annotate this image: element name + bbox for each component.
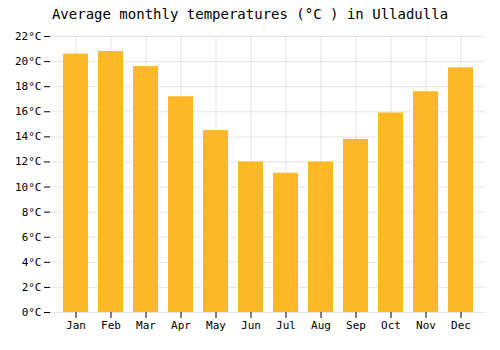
svg-text:Dec: Dec — [451, 319, 471, 332]
svg-text:18°C: 18°C — [15, 80, 42, 93]
svg-text:Jun: Jun — [241, 319, 261, 332]
html-text:Average monthly temperatures (: Average monthly temperatures (°C ) in Ul… — [51, 6, 449, 22]
svg-text:4°C: 4°C — [22, 256, 42, 269]
svg-text:Jul: Jul — [276, 319, 296, 332]
svg-text:Mar: Mar — [136, 319, 156, 332]
svg-text:8°C: 8°C — [22, 206, 42, 219]
svg-text:2°C: 2°C — [22, 281, 42, 294]
svg-text:10°C: 10°C — [15, 181, 42, 194]
svg-text:14°C: 14°C — [15, 130, 42, 143]
svg-text:6°C: 6°C — [22, 231, 42, 244]
svg-text:16°C: 16°C — [15, 105, 42, 118]
svg-text:12°C: 12°C — [15, 155, 42, 168]
svg-text:20°C: 20°C — [15, 55, 42, 68]
svg-text:0°C: 0°C — [22, 306, 42, 319]
svg-text:May: May — [206, 319, 226, 332]
svg-text:Oct: Oct — [381, 319, 401, 332]
svg-text:Apr: Apr — [171, 319, 191, 332]
svg-text:Sep: Sep — [346, 319, 366, 332]
svg-text:Jan: Jan — [66, 319, 86, 332]
svg-text:Feb: Feb — [101, 319, 121, 332]
svg-text:Nov: Nov — [416, 319, 436, 332]
svg-text:22°C: 22°C — [15, 30, 42, 43]
svg-text:Aug: Aug — [311, 319, 331, 332]
